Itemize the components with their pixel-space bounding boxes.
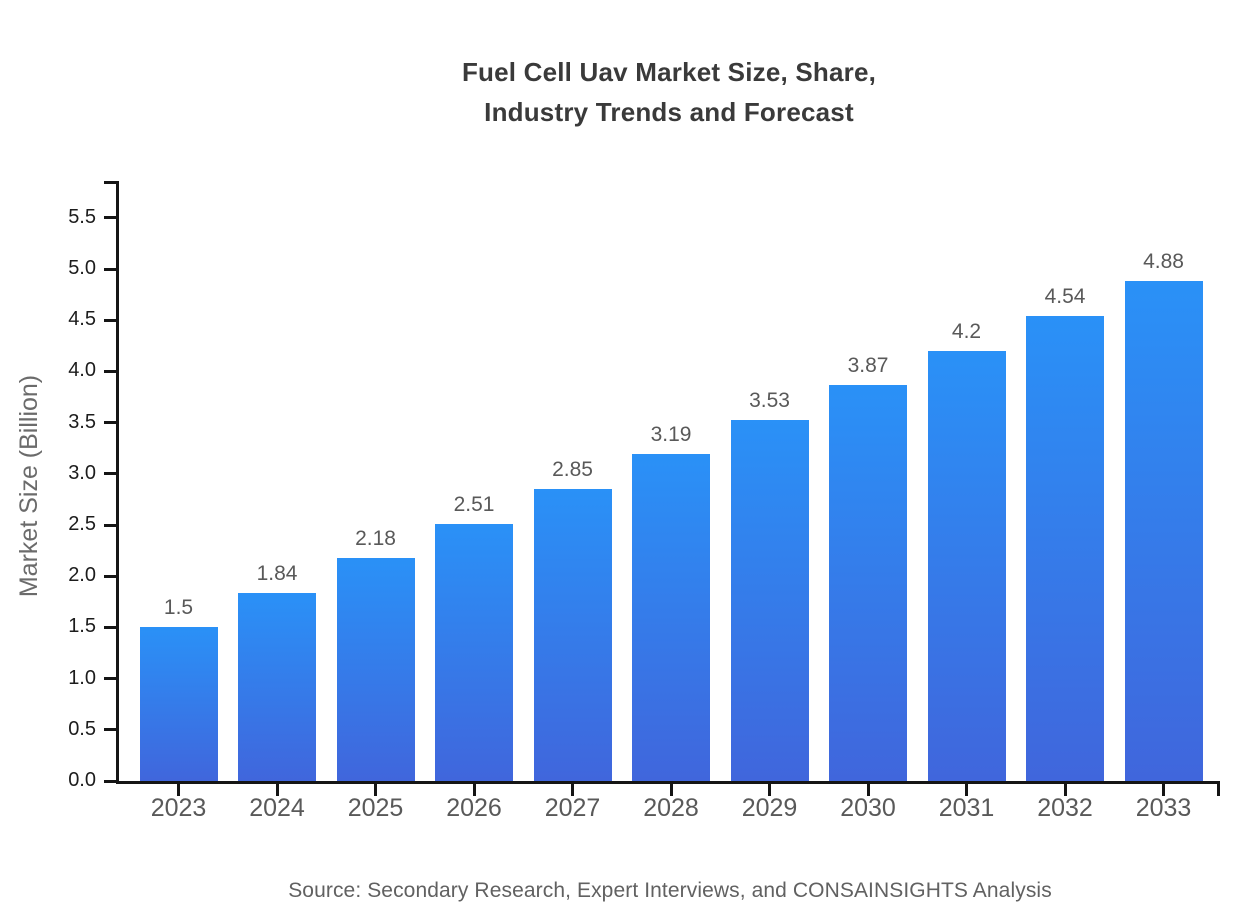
bar-value-label: 4.2: [951, 319, 982, 343]
y-tick-mark: [104, 574, 116, 578]
x-tick-mark: [177, 784, 180, 796]
bar: [435, 523, 513, 781]
bar: [632, 454, 710, 781]
bar: [139, 627, 218, 781]
x-tick-mark: [275, 784, 279, 796]
y-tick-mark: [104, 267, 116, 271]
bar-value-label: 3.87: [847, 353, 889, 377]
y-tick-mark: [104, 369, 116, 373]
x-tick-label: 2027: [544, 794, 601, 822]
y-tick-label: 3.0: [68, 461, 96, 484]
x-tick-label: 2025: [347, 794, 404, 822]
y-axis-line: [116, 181, 119, 784]
bar: [533, 489, 612, 781]
source-note: Source: Secondary Research, Expert Inter…: [288, 879, 1052, 902]
x-tick-label: 2033: [1135, 794, 1192, 822]
y-tick-label: 5.5: [68, 205, 96, 228]
x-tick-mark: [965, 784, 968, 796]
y-tick-mark: [104, 779, 116, 783]
y-tick-mark: [104, 677, 116, 681]
y-tick-label: 5.0: [68, 257, 96, 279]
y-tick-mark: [104, 421, 116, 425]
x-tick-mark: [374, 784, 377, 796]
y-tick-label: 3.5: [68, 410, 96, 433]
y-tick-mark: [104, 318, 116, 322]
x-tick-label: 2030: [840, 794, 896, 822]
x-tick-label: 2023: [150, 794, 207, 822]
y-tick-mark: [104, 523, 116, 527]
bar: [336, 557, 415, 781]
y-tick-label: 4.0: [68, 359, 96, 382]
bar: [730, 419, 809, 781]
y-tick-label: 2.5: [68, 513, 96, 535]
x-tick-label: 2032: [1037, 794, 1093, 822]
bar-value-label: 2.85: [552, 458, 593, 482]
x-tick-mark: [669, 784, 673, 796]
y-tick-mark: [104, 216, 116, 220]
y-tick-label: 4.5: [68, 308, 96, 331]
x-tick-mark: [1162, 784, 1165, 796]
x-axis-line: [116, 781, 1220, 784]
x-tick-mark: [1063, 784, 1067, 796]
x-tick-mark: [768, 784, 771, 796]
x-tick-label: 2031: [938, 794, 995, 822]
x-tick-label: 2024: [249, 794, 305, 822]
bar: [1124, 281, 1203, 781]
y-axis-top-cap: [104, 181, 119, 184]
chart-title: Fuel Cell Uav Market Size, Share, Indust…: [461, 57, 877, 127]
x-tick-label: 2028: [643, 794, 699, 822]
bar-value-label: 2.51: [453, 492, 495, 516]
y-tick-label: 0.0: [68, 769, 96, 791]
bar: [1026, 316, 1104, 781]
y-tick-mark: [104, 472, 116, 476]
x-tick-mark: [866, 784, 870, 796]
y-tick-mark: [104, 625, 116, 629]
bar: [927, 350, 1006, 781]
bar-value-label: 3.19: [650, 423, 692, 447]
bar-value-label: 4.54: [1044, 285, 1086, 309]
bar-value-label: 4.88: [1143, 250, 1184, 274]
x-axis-end-cap: [1217, 781, 1220, 796]
bar-value-label: 1.84: [256, 561, 298, 585]
x-tick-label: 2026: [446, 794, 502, 822]
y-tick-label: 2.0: [68, 564, 96, 587]
x-tick-mark: [472, 784, 476, 796]
y-tick-mark: [104, 728, 116, 732]
x-tick-label: 2029: [741, 794, 798, 822]
bar-value-label: 1.5: [163, 596, 194, 620]
bar: [829, 384, 907, 781]
bar-value-label: 2.18: [355, 526, 396, 550]
y-tick-label: 0.5: [68, 717, 96, 740]
x-tick-mark: [571, 784, 574, 796]
bar-value-label: 3.53: [749, 388, 790, 412]
y-tick-label: 1.0: [68, 666, 96, 689]
bar: [238, 592, 316, 781]
y-tick-label: 1.5: [68, 615, 96, 638]
